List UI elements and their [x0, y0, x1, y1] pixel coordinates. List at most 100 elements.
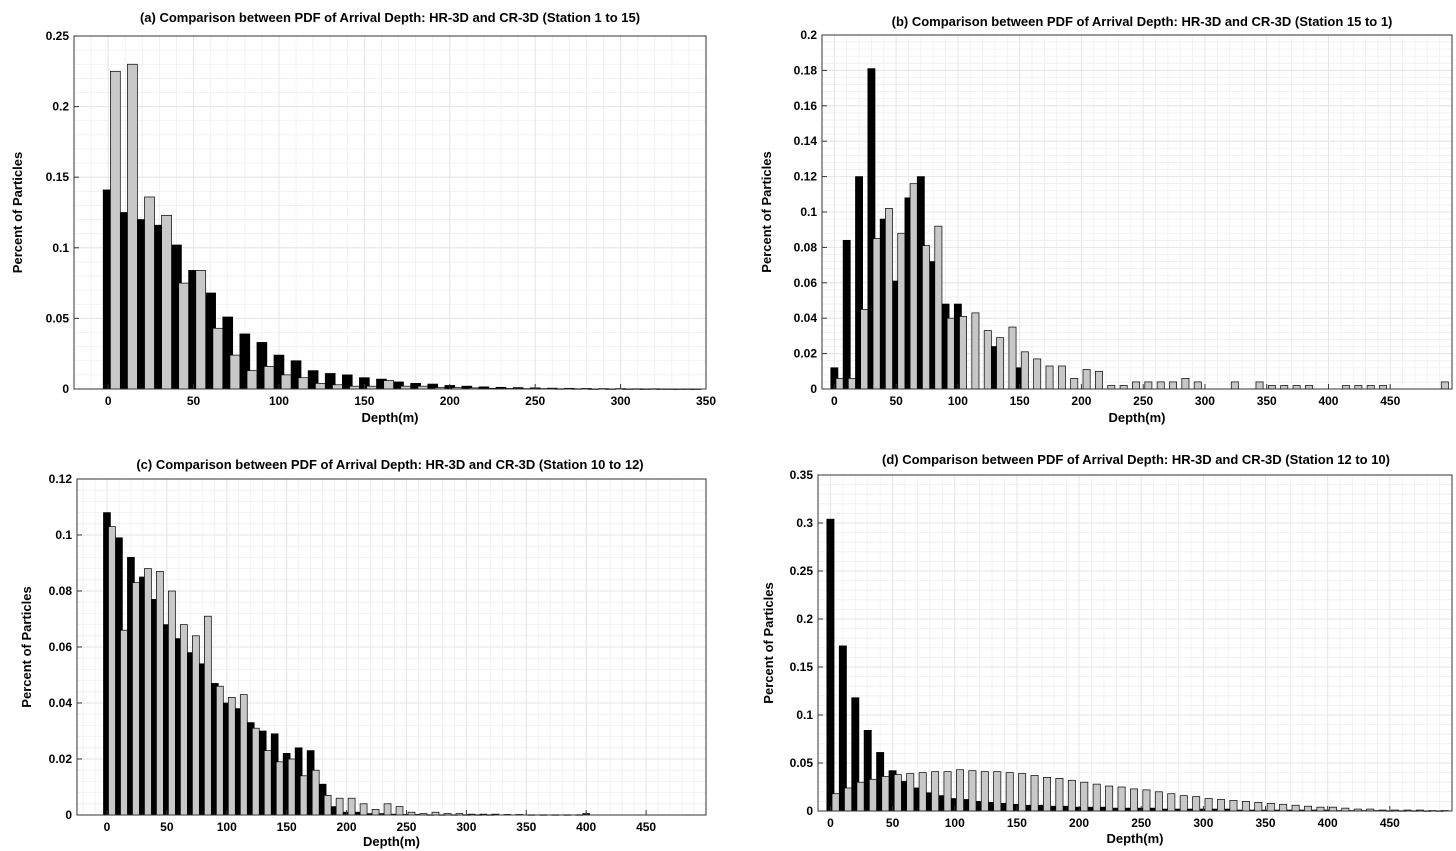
bar	[297, 377, 309, 390]
y-tick-label: 0.06	[794, 276, 818, 290]
x-tick-label: 400	[576, 820, 596, 834]
bar	[1132, 381, 1140, 390]
bar	[860, 309, 869, 390]
x-tick-label: 0	[827, 816, 834, 830]
bar	[1316, 806, 1325, 812]
y-tick-label: 0.14	[794, 134, 818, 148]
bar	[959, 316, 967, 390]
x-tick-label: 50	[160, 820, 174, 834]
bar	[1292, 385, 1301, 390]
bar	[897, 232, 906, 390]
bar	[1057, 365, 1066, 390]
bar	[251, 727, 260, 816]
chart-title: (a) Comparison between PDF of Arrival De…	[140, 10, 640, 25]
bar	[842, 239, 851, 390]
bar	[215, 685, 224, 816]
chart-title: (b) Comparison between PDF of Arrival De…	[892, 14, 1393, 29]
bar	[993, 771, 1002, 812]
y-tick-label: 0.18	[794, 63, 818, 77]
y-tick-label: 0.25	[46, 29, 70, 43]
bar	[347, 797, 356, 816]
y-tick-label: 0.05	[46, 311, 70, 325]
bar	[1082, 369, 1091, 390]
x-tick-label: 50	[889, 394, 903, 408]
x-tick-label: 450	[636, 820, 656, 834]
bar	[110, 70, 121, 390]
bar	[1230, 381, 1239, 390]
bar	[1379, 385, 1387, 390]
x-tick-label: 200	[1071, 394, 1091, 408]
bar	[1193, 381, 1202, 390]
bar	[1156, 381, 1165, 390]
bar	[1107, 385, 1116, 390]
x-tick-label: 0	[105, 394, 112, 408]
x-tick-label: 300	[1195, 394, 1215, 408]
bar	[826, 518, 835, 812]
y-tick-label: 0.1	[55, 528, 72, 542]
y-tick-label: 0.1	[800, 205, 817, 219]
bar	[229, 354, 241, 390]
bar	[1043, 777, 1051, 812]
bar	[371, 809, 380, 816]
bar	[885, 208, 893, 390]
bar	[909, 183, 918, 390]
bar	[918, 772, 927, 812]
x-tick-label: 150	[354, 394, 374, 408]
axes-frame	[73, 35, 707, 390]
bar	[1008, 326, 1017, 390]
bar	[1033, 358, 1042, 390]
bar	[1192, 796, 1201, 812]
y-tick-label: 0	[62, 382, 69, 396]
x-tick-label: 0	[831, 394, 838, 408]
y-tick-label: 0	[810, 382, 817, 396]
bar	[831, 793, 840, 812]
bar	[835, 378, 844, 390]
x-tick-label: 250	[1131, 816, 1151, 830]
y-tick-label: 0.08	[794, 240, 818, 254]
bar	[980, 771, 989, 812]
bar	[1305, 385, 1313, 390]
x-tick-label: 350	[1256, 816, 1276, 830]
y-tick-label: 0.05	[790, 756, 814, 770]
bar	[335, 797, 344, 816]
bar	[1279, 803, 1288, 812]
bar	[1440, 381, 1449, 390]
bar	[280, 374, 292, 390]
bar	[1267, 385, 1276, 390]
bar	[1241, 801, 1250, 812]
chart-panel-2: 0 50 100 150 200 250 300 350 400 450 0 0.02 0.04 0.06…	[19, 457, 707, 849]
bar	[996, 337, 1005, 390]
chart-panel-3: 0 50 100 150 200 250 300 350 400 450 0 0.05 0.1 0.15 0…	[761, 452, 1453, 846]
x-tick-label: 400	[1318, 816, 1338, 830]
x-tick-label: 400	[1318, 394, 1338, 408]
bar	[881, 776, 890, 812]
bar	[227, 697, 236, 816]
bar	[168, 590, 176, 816]
bar	[144, 568, 152, 816]
bar	[1095, 370, 1103, 390]
bar	[946, 317, 955, 390]
bar	[1130, 788, 1138, 812]
bar	[1105, 785, 1114, 812]
bar	[1204, 798, 1213, 812]
grid	[77, 478, 707, 816]
plot-area	[818, 475, 1452, 811]
bar	[1304, 805, 1312, 812]
bar	[922, 245, 930, 390]
bars	[830, 68, 1449, 390]
bar	[1169, 381, 1177, 390]
bar	[1119, 385, 1128, 390]
chart-title: (d) Comparison between PDF of Arrival De…	[882, 452, 1390, 467]
x-tick-label: 450	[1380, 816, 1400, 830]
bar	[1342, 385, 1350, 390]
bar	[1328, 806, 1337, 812]
chart-panel-1: 0 50 100 150 200 250 300 350 400 450 0 0.02 0.04 0.06…	[759, 14, 1453, 425]
x-tick-label: 350	[516, 820, 536, 834]
bar	[968, 770, 977, 812]
x-axis-label: Depth(m)	[1108, 410, 1165, 425]
bar	[1217, 799, 1225, 812]
bar	[239, 694, 248, 816]
bar	[178, 282, 189, 390]
bar	[275, 761, 284, 816]
